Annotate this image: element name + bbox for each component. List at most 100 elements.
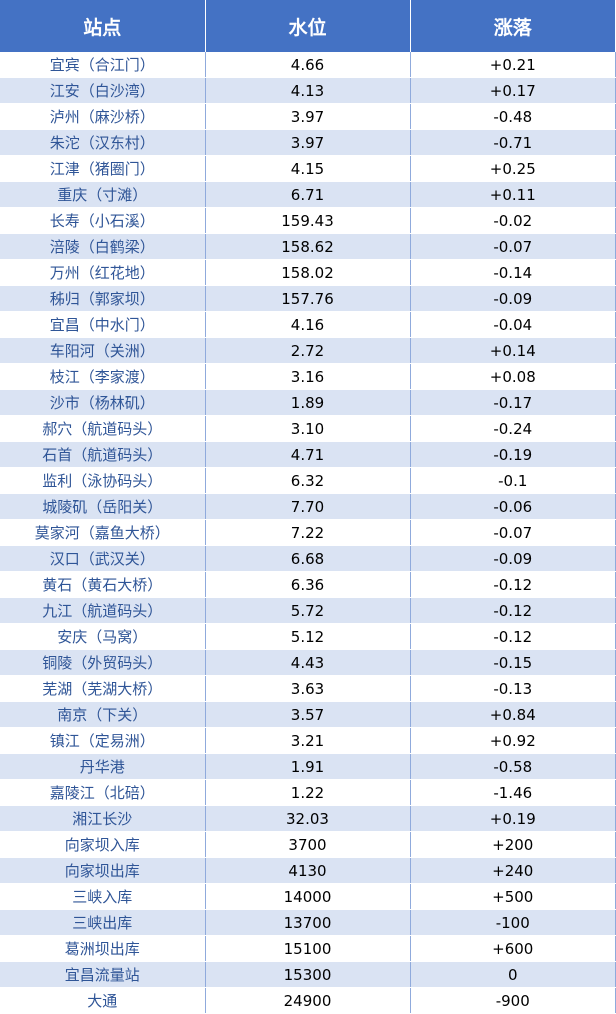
- change-cell: +0.14: [410, 337, 616, 364]
- station-cell: 石首（航道码头）: [0, 441, 206, 468]
- change-cell: +0.11: [410, 181, 616, 208]
- table-row: 安庆（马窝） 5.12 -0.12: [0, 623, 616, 650]
- station-cell: 江津（猪圈门）: [0, 155, 206, 182]
- table-row: 重庆（寸滩） 6.71 +0.11: [0, 181, 616, 208]
- station-cell: 三峡入库: [0, 883, 206, 910]
- station-cell: 莫家河（嘉鱼大桥）: [0, 519, 206, 546]
- level-cell: 7.70: [205, 493, 411, 520]
- change-cell: -0.12: [410, 571, 616, 598]
- change-cell: -0.19: [410, 441, 616, 468]
- level-cell: 24900: [205, 987, 411, 1014]
- change-cell: -0.17: [410, 389, 616, 416]
- table-row: 泸州（麻沙桥） 3.97 -0.48: [0, 103, 616, 130]
- change-cell: +240: [410, 857, 616, 884]
- station-cell: 向家坝入库: [0, 831, 206, 858]
- change-cell: -0.04: [410, 311, 616, 338]
- level-cell: 3.57: [205, 701, 411, 728]
- table-row: 丹华港 1.91 -0.58: [0, 753, 616, 780]
- level-cell: 3.21: [205, 727, 411, 754]
- change-cell: -0.58: [410, 753, 616, 780]
- level-cell: 14000: [205, 883, 411, 910]
- change-cell: 0: [410, 961, 616, 988]
- level-cell: 5.72: [205, 597, 411, 624]
- table-row: 铜陵（外贸码头） 4.43 -0.15: [0, 649, 616, 676]
- level-cell: 2.72: [205, 337, 411, 364]
- station-cell: 嘉陵江（北碚）: [0, 779, 206, 806]
- station-cell: 万州（红花地）: [0, 259, 206, 286]
- station-cell: 郝穴（航道码头）: [0, 415, 206, 442]
- table-row: 江津（猪圈门） 4.15 +0.25: [0, 155, 616, 182]
- station-cell: 城陵矶（岳阳关）: [0, 493, 206, 520]
- change-cell: +0.19: [410, 805, 616, 832]
- level-cell: 15100: [205, 935, 411, 962]
- station-cell: 车阳河（关洲）: [0, 337, 206, 364]
- table-row: 宜昌（中水门） 4.16 -0.04: [0, 311, 616, 338]
- level-cell: 13700: [205, 909, 411, 936]
- level-cell: 3.16: [205, 363, 411, 390]
- change-cell: -0.02: [410, 207, 616, 234]
- level-cell: 5.12: [205, 623, 411, 650]
- level-cell: 157.76: [205, 285, 411, 312]
- station-cell: 朱沱（汉东村）: [0, 129, 206, 156]
- table-row: 大通 24900 -900: [0, 987, 616, 1014]
- table-row: 长寿（小石溪） 159.43 -0.02: [0, 207, 616, 234]
- station-cell: 宜宾（合江门）: [0, 52, 206, 78]
- station-cell: 镇江（定易洲）: [0, 727, 206, 754]
- table-row: 车阳河（关洲） 2.72 +0.14: [0, 337, 616, 364]
- station-cell: 湘江长沙: [0, 805, 206, 832]
- change-cell: +0.25: [410, 155, 616, 182]
- level-cell: 3.63: [205, 675, 411, 702]
- table-row: 三峡入库 14000 +500: [0, 883, 616, 910]
- level-cell: 3.97: [205, 129, 411, 156]
- station-cell: 长寿（小石溪）: [0, 207, 206, 234]
- change-cell: -0.71: [410, 129, 616, 156]
- table-row: 汉口（武汉关） 6.68 -0.09: [0, 545, 616, 572]
- station-cell: 黄石（黄石大桥）: [0, 571, 206, 598]
- level-cell: 159.43: [205, 207, 411, 234]
- level-cell: 4.66: [205, 52, 411, 78]
- change-cell: -0.12: [410, 623, 616, 650]
- table-row: 万州（红花地） 158.02 -0.14: [0, 259, 616, 286]
- change-cell: +200: [410, 831, 616, 858]
- level-cell: 1.22: [205, 779, 411, 806]
- station-cell: 铜陵（外贸码头）: [0, 649, 206, 676]
- change-cell: -0.24: [410, 415, 616, 442]
- level-cell: 6.32: [205, 467, 411, 494]
- table-row: 枝江（李家渡） 3.16 +0.08: [0, 363, 616, 390]
- level-cell: 4.71: [205, 441, 411, 468]
- table-row: 宜昌流量站 15300 0: [0, 961, 616, 988]
- header-cell: 站点: [0, 0, 206, 52]
- station-cell: 向家坝出库: [0, 857, 206, 884]
- change-cell: -0.09: [410, 285, 616, 312]
- table-row: 郝穴（航道码头） 3.10 -0.24: [0, 415, 616, 442]
- table-row: 黄石（黄石大桥） 6.36 -0.12: [0, 571, 616, 598]
- station-cell: 枝江（李家渡）: [0, 363, 206, 390]
- table-row: 朱沱（汉东村） 3.97 -0.71: [0, 129, 616, 156]
- level-cell: 15300: [205, 961, 411, 988]
- change-cell: -100: [410, 909, 616, 936]
- table-row: 镇江（定易洲） 3.21 +0.92: [0, 727, 616, 754]
- change-cell: -0.15: [410, 649, 616, 676]
- level-cell: 6.71: [205, 181, 411, 208]
- station-cell: 秭归（郭家坝）: [0, 285, 206, 312]
- change-cell: -0.14: [410, 259, 616, 286]
- table-row: 向家坝出库 4130 +240: [0, 857, 616, 884]
- table-row: 莫家河（嘉鱼大桥） 7.22 -0.07: [0, 519, 616, 546]
- table-row: 嘉陵江（北碚） 1.22 -1.46: [0, 779, 616, 806]
- table-row: 城陵矶（岳阳关） 7.70 -0.06: [0, 493, 616, 520]
- change-cell: -0.06: [410, 493, 616, 520]
- table-row: 南京（下关） 3.57 +0.84: [0, 701, 616, 728]
- station-cell: 涪陵（白鹤梁）: [0, 233, 206, 260]
- station-cell: 南京（下关）: [0, 701, 206, 728]
- table-body: 宜宾（合江门） 4.66 +0.21 江安（白沙湾） 4.13 +0.17 泸州（麻沙桥） 3…: [0, 52, 616, 1014]
- level-cell: 4.15: [205, 155, 411, 182]
- station-cell: 监利（泳协码头）: [0, 467, 206, 494]
- table-row: 芜湖（芜湖大桥） 3.63 -0.13: [0, 675, 616, 702]
- table-row: 三峡出库 13700 -100: [0, 909, 616, 936]
- level-cell: 4130: [205, 857, 411, 884]
- station-cell: 江安（白沙湾）: [0, 77, 206, 104]
- header-row: 站点 水位 涨落: [0, 0, 616, 52]
- station-cell: 三峡出库: [0, 909, 206, 936]
